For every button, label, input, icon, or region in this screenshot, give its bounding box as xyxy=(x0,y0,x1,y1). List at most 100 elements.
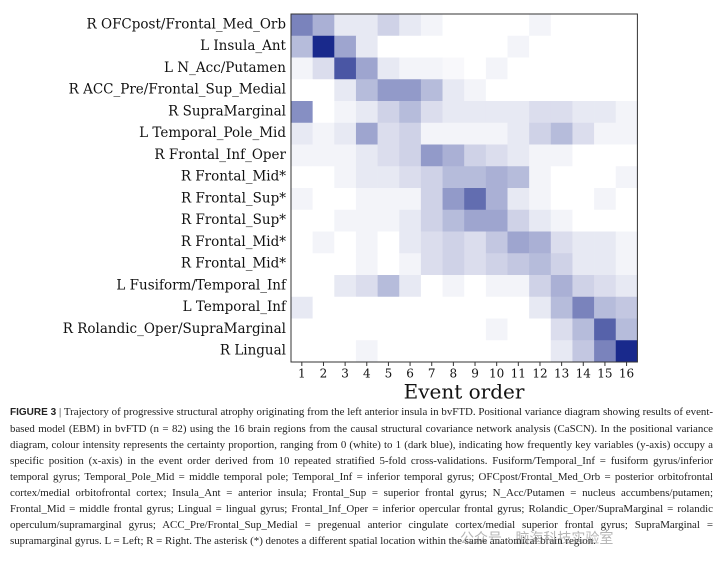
heatmap-cell xyxy=(420,14,443,37)
heatmap-cell xyxy=(572,57,595,80)
heatmap-cell xyxy=(529,296,552,319)
heatmap-cell xyxy=(615,144,638,167)
heatmap-cell xyxy=(312,318,335,341)
heatmap-cell xyxy=(355,209,378,232)
heatmap-cell xyxy=(507,166,530,189)
heatmap-cell xyxy=(615,79,638,102)
heatmap-cell xyxy=(464,101,487,124)
heatmap-cell xyxy=(420,209,443,232)
heatmap-cell xyxy=(355,14,378,37)
y-tick-label: R Rolandic_Oper/SupraMarginal xyxy=(63,321,286,337)
heatmap-cell xyxy=(291,253,313,276)
heatmap-cell xyxy=(529,188,552,211)
x-tick-label: 4 xyxy=(363,367,371,381)
heatmap-cell xyxy=(507,14,530,37)
heatmap-cell xyxy=(485,79,508,102)
heatmap-cell xyxy=(355,166,378,189)
heatmap-cell xyxy=(594,35,617,58)
heatmap-cell xyxy=(399,14,422,37)
heatmap-cell xyxy=(420,166,443,189)
heatmap-cell xyxy=(464,275,487,298)
heatmap-cell xyxy=(291,122,313,145)
heatmap-cell xyxy=(442,231,465,254)
heatmap-cell xyxy=(334,340,357,363)
heatmap-cell xyxy=(399,318,422,341)
heatmap-cell xyxy=(615,35,638,58)
heatmap-cell xyxy=(291,275,313,298)
heatmap-cell xyxy=(507,318,530,341)
x-tick-label: 15 xyxy=(597,367,612,381)
heatmap-cell xyxy=(464,231,487,254)
heatmap-cell xyxy=(355,231,378,254)
heatmap-cell xyxy=(377,57,400,80)
heatmap-cell xyxy=(572,296,595,319)
heatmap-cell xyxy=(594,253,617,276)
heatmap-cell xyxy=(464,166,487,189)
heatmap-cell xyxy=(442,101,465,124)
heatmap-cell xyxy=(485,231,508,254)
heatmap-cell xyxy=(291,79,313,102)
x-tick-label: 12 xyxy=(532,367,547,381)
heatmap-cell xyxy=(399,209,422,232)
heatmap-cell xyxy=(485,188,508,211)
heatmap-cell xyxy=(507,122,530,145)
heatmap-cell xyxy=(377,253,400,276)
heatmap-cell xyxy=(485,340,508,363)
y-tick-label: L Temporal_Pole_Mid xyxy=(139,125,286,141)
heatmap-cell xyxy=(355,296,378,319)
heatmap-cell xyxy=(334,35,357,58)
heatmap-cell xyxy=(312,144,335,167)
heatmap-cell xyxy=(507,231,530,254)
heatmap-cell xyxy=(464,144,487,167)
heatmap-cell xyxy=(572,122,595,145)
heatmap-cell xyxy=(529,275,552,298)
heatmap-cell xyxy=(464,209,487,232)
heatmap-cell xyxy=(594,340,617,363)
heatmap-cell xyxy=(442,253,465,276)
heatmap-cell xyxy=(485,318,508,341)
heatmap-cell xyxy=(550,296,573,319)
x-tick-label: 6 xyxy=(406,367,414,381)
caption-text: Trajectory of progressive structural atr… xyxy=(10,406,714,547)
heatmap-cell xyxy=(399,57,422,80)
heatmap-cell xyxy=(355,275,378,298)
heatmap-cell xyxy=(529,14,552,37)
watermark: 公众号 · 脑海科技实验室 xyxy=(460,531,614,547)
heatmap-cell xyxy=(594,79,617,102)
heatmap-cell xyxy=(572,79,595,102)
heatmap-cell xyxy=(312,166,335,189)
x-tick-label: 2 xyxy=(320,367,328,381)
heatmap-cell xyxy=(529,318,552,341)
heatmap-cell xyxy=(291,318,313,341)
heatmap-cell xyxy=(550,340,573,363)
heatmap-cell xyxy=(464,122,487,145)
heatmap-cell xyxy=(291,57,313,80)
heatmap-cell xyxy=(377,188,400,211)
heatmap-cell xyxy=(420,296,443,319)
heatmap-cell xyxy=(291,340,313,363)
heatmap-cell xyxy=(550,57,573,80)
heatmap-cell xyxy=(312,253,335,276)
heatmap-cell xyxy=(377,35,400,58)
heatmap-cell xyxy=(550,166,573,189)
heatmap-cell xyxy=(291,101,313,124)
y-tick-label: L N_Acc/Putamen xyxy=(164,60,286,76)
heatmap-cell xyxy=(334,166,357,189)
x-tick-label: 1 xyxy=(298,367,306,381)
heatmap-cell xyxy=(334,253,357,276)
heatmap-cell xyxy=(399,340,422,363)
x-tick-label: 8 xyxy=(450,367,458,381)
heatmap-cell xyxy=(312,101,335,124)
heatmap-cell xyxy=(377,144,400,167)
heatmap-cell xyxy=(572,318,595,341)
y-tick-label: R Lingual xyxy=(220,343,286,359)
heatmap-cell xyxy=(485,35,508,58)
heatmap-cell xyxy=(572,166,595,189)
heatmap-cell xyxy=(399,231,422,254)
heatmap-cell xyxy=(399,253,422,276)
heatmap-cell xyxy=(464,253,487,276)
heatmap-cell xyxy=(442,209,465,232)
heatmap-cell xyxy=(594,296,617,319)
heatmap-cell xyxy=(507,296,530,319)
